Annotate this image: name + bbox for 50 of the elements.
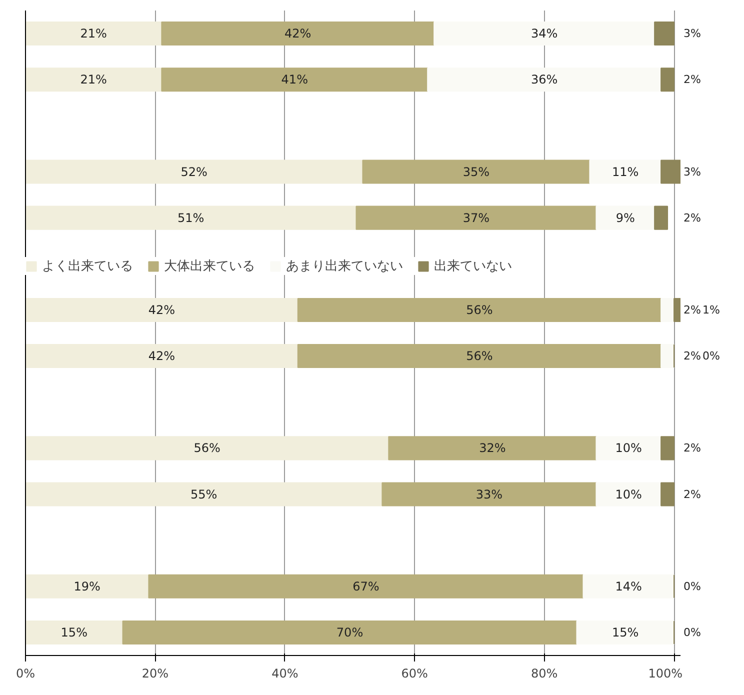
data-label: 41% <box>281 72 308 87</box>
data-label: 21% <box>80 26 107 41</box>
data-label: 37% <box>462 210 490 225</box>
data-label: 14% <box>615 579 642 594</box>
x-tick-label: 0% <box>16 666 36 680</box>
data-label: 15% <box>612 625 639 640</box>
data-label: 21% <box>80 72 107 87</box>
data-label: 67% <box>352 579 380 594</box>
data-label: 9% <box>616 210 635 225</box>
data-label: 1% <box>702 303 720 316</box>
data-label: 42% <box>284 26 312 41</box>
legend-label: 出来ていない <box>434 258 512 276</box>
data-label: 52% <box>180 164 208 179</box>
data-label: 19% <box>74 579 100 594</box>
data-label: 42% <box>148 302 176 317</box>
data-label: 33% <box>476 487 503 502</box>
legend-label: よく出来ている <box>42 258 133 276</box>
x-tick-label: 40% <box>272 666 298 680</box>
data-label: 70% <box>336 625 364 640</box>
data-label: 56% <box>194 441 220 456</box>
data-label: 3% <box>684 165 701 178</box>
data-label: 55% <box>190 487 218 502</box>
data-label: 2% <box>684 73 701 86</box>
data-label: 36% <box>530 72 558 87</box>
data-label: 10% <box>615 487 642 502</box>
data-label: 0% <box>684 580 701 593</box>
data-label: 2% <box>684 350 701 363</box>
data-label: 42% <box>148 349 176 364</box>
data-label: 32% <box>479 441 506 456</box>
data-label: 2% <box>684 303 701 316</box>
x-tick-label: 60% <box>401 666 428 680</box>
data-label: 0% <box>684 626 701 639</box>
data-label: 2% <box>684 442 701 455</box>
data-label: 11% <box>612 164 639 179</box>
data-label: 2% <box>684 488 701 501</box>
x-tick-label: 20% <box>142 666 169 680</box>
data-label: 15% <box>60 625 88 640</box>
data-label: 51% <box>178 210 204 225</box>
x-tick-label: 80% <box>530 666 558 680</box>
data-label: 2% <box>684 211 701 224</box>
data-label: 34% <box>530 26 558 41</box>
x-tick-label: 100% <box>648 666 683 680</box>
data-label: 3% <box>684 27 701 40</box>
data-label: 35% <box>462 164 490 179</box>
data-label: 56% <box>466 349 493 364</box>
data-label: 10% <box>615 441 642 456</box>
legend-label: 大体出来ている <box>164 258 255 276</box>
legend-label: あまり出来ていない <box>286 258 403 276</box>
data-label: 0% <box>702 350 720 363</box>
data-label: 56% <box>466 302 493 317</box>
